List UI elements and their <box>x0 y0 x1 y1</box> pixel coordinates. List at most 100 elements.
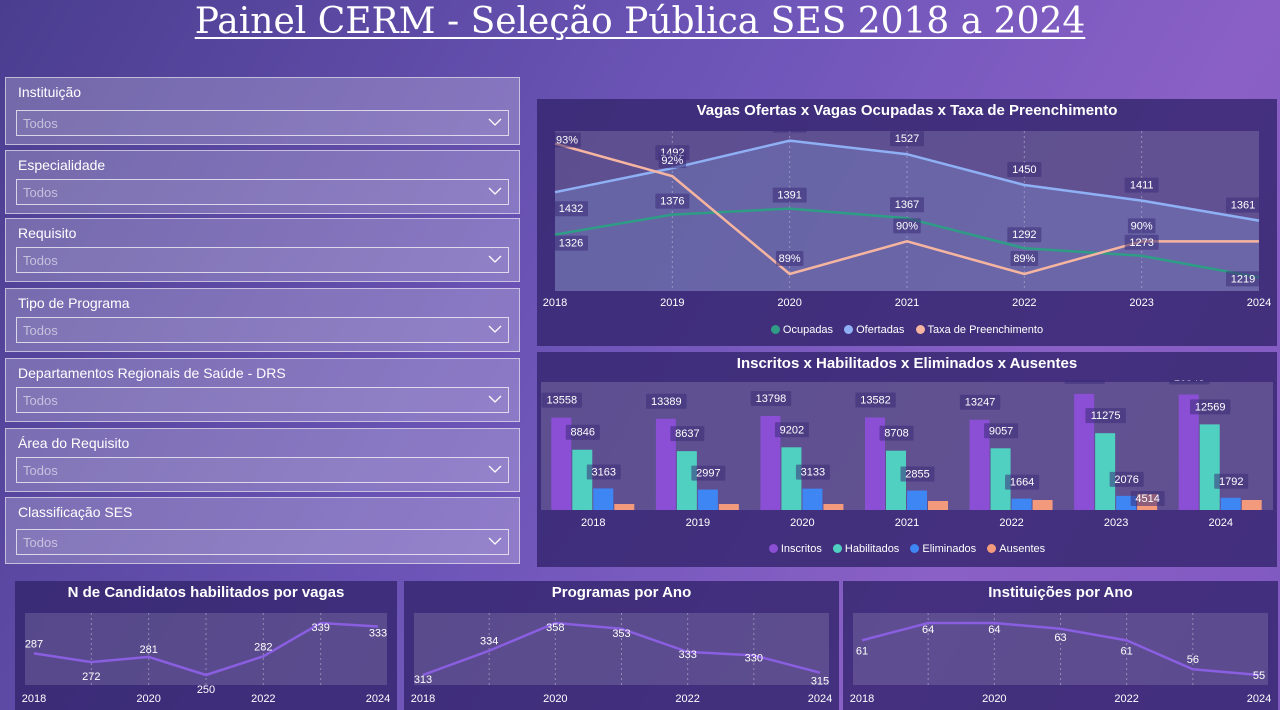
ofertadas-data-label: 1432 <box>559 203 583 215</box>
data-label: 333 <box>369 628 387 640</box>
eliminados-data-label-bg <box>691 465 726 481</box>
especialidade-dropdown[interactable]: Todos <box>16 179 509 205</box>
classificacao-ses-dropdown[interactable]: Todos <box>16 529 509 555</box>
requisito-dropdown[interactable]: Todos <box>16 247 509 273</box>
data-label: 287 <box>25 638 43 650</box>
habilitados-bar <box>886 450 906 510</box>
habilitados-data-label: 11275 <box>1091 410 1121 422</box>
x-tick-label: 2020 <box>982 693 1006 705</box>
inscritos-data-label: 13558 <box>546 395 577 407</box>
inscritos-data-label-bg <box>750 390 792 406</box>
eliminados-data-label: 2997 <box>696 468 720 480</box>
inscritos-data-label: 13247 <box>965 397 996 409</box>
legend-label: Taxa de Preenchimento <box>927 324 1044 336</box>
filter-drs: Departamentos Regionais de Saúde - DRS T… <box>5 358 520 422</box>
habilitados-data-label: 9202 <box>780 424 804 436</box>
eliminados-data-label: 2855 <box>905 469 929 481</box>
taxa-data-label: 90% <box>1131 220 1153 232</box>
instituicoes-chart-panel: Instituições por Ano 61 64 64 63 61 56 55 2018 2… <box>843 581 1278 710</box>
filter-label: Especialidade <box>18 157 106 173</box>
habilitados-data-label: 8637 <box>675 428 699 440</box>
ausentes-bar <box>1241 500 1262 510</box>
taxa-data-label-bg <box>658 153 687 169</box>
x-tick-label: 2021 <box>895 517 919 529</box>
candidatos-chart-panel: N de Candidatos habilitados por vagas 28… <box>15 581 397 710</box>
ofertadas-data-label-bg <box>1007 162 1042 177</box>
chart-title: Programas por Ano <box>551 584 692 601</box>
ofertadas-data-label: 1361 <box>1231 200 1255 212</box>
data-label: 64 <box>988 624 1000 636</box>
chart-title: N de Candidatos habilitados por vagas <box>67 584 345 601</box>
data-label: 334 <box>480 636 498 648</box>
legend-dot-icon <box>768 544 778 553</box>
legend-ocupadas[interactable]: Ocupadas <box>770 324 834 336</box>
x-tick-label: 2023 <box>1104 517 1128 529</box>
habilitados-data-label-bg <box>1189 399 1231 415</box>
legend-dot-icon <box>915 325 925 334</box>
habilitados-bar <box>1199 424 1220 510</box>
data-label: 250 <box>197 684 215 696</box>
ofertadas-data-label-bg <box>772 129 807 133</box>
dropdown-value: Todos <box>23 116 58 131</box>
ocupadas-data-label-bg <box>655 193 690 209</box>
ofertadas-data-label-bg <box>1226 197 1260 213</box>
tipo-programa-dropdown[interactable]: Todos <box>16 317 509 343</box>
legend-ofertadas[interactable]: Ofertadas <box>844 324 904 336</box>
legend-label: Ocupadas <box>782 324 834 336</box>
x-tick-label: 2023 <box>1129 297 1153 309</box>
legend-habilitados[interactable]: Habilitados <box>832 543 899 555</box>
drs-dropdown[interactable]: Todos <box>16 387 509 413</box>
ocupadas-data-label: 1376 <box>660 196 684 208</box>
inscritos-data-label-bg <box>1064 380 1105 384</box>
legend-dot-icon <box>910 544 920 553</box>
ocupadas-data-label: 1292 <box>1012 229 1036 241</box>
eliminados-bar <box>907 490 927 510</box>
ocupadas-line <box>554 207 1260 279</box>
chart-title: Vagas Ofertas x Vagas Ocupadas x Taxa de… <box>696 102 1118 119</box>
chevron-down-icon <box>488 395 502 403</box>
x-tick-label: 2022 <box>1012 297 1036 309</box>
legend-taxa[interactable]: Taxa de Preenchimento <box>915 324 1044 336</box>
data-label: 55 <box>1253 670 1265 682</box>
taxa-data-label: 90% <box>896 220 918 232</box>
inscritos-data-label-bg <box>541 392 583 408</box>
filter-tipo-programa: Tipo de Programa Todos <box>5 288 520 352</box>
x-tick-label: 2018 <box>543 297 567 309</box>
x-tick-label: 2018 <box>411 693 435 705</box>
ofertadas-data-label-bg <box>1124 177 1159 193</box>
eliminados-bar <box>593 488 614 510</box>
legend-eliminados[interactable]: Eliminados <box>910 543 976 555</box>
habilitados-bar <box>990 448 1011 510</box>
inscritos-bar <box>760 415 781 510</box>
dropdown-value: Todos <box>23 393 58 408</box>
habilitados-data-label-bg <box>879 425 914 441</box>
area-requisito-dropdown[interactable]: Todos <box>16 457 509 483</box>
eliminados-data-label-bg <box>900 466 935 482</box>
ocupadas-data-label: 1391 <box>777 190 801 202</box>
legend-inscritos[interactable]: Inscritos <box>768 543 822 555</box>
instituicao-dropdown[interactable]: Todos <box>16 110 509 136</box>
eliminados-data-label-bg <box>586 464 621 480</box>
programas-chart-panel: Programas por Ano 313 334 358 353 333 330 315 2… <box>404 581 839 710</box>
inscritos-bar <box>969 419 990 510</box>
ocupadas-data-label-bg <box>772 187 807 203</box>
legend-ausentes[interactable]: Ausentes <box>987 543 1045 555</box>
taxa-data-label: 92% <box>661 155 683 167</box>
data-label: 61 <box>856 645 868 657</box>
eliminados-data-label-bg <box>1005 474 1040 490</box>
ocupadas-data-label-bg <box>1007 227 1042 243</box>
chart-legend: Inscritos Habilitados Eliminados Ausente… <box>537 543 1277 555</box>
ocupadas-data-label-bg <box>890 197 924 213</box>
filter-especialidade: Especialidade Todos <box>5 150 520 214</box>
data-label: 63 <box>1054 632 1066 644</box>
ausentes-bar <box>1032 500 1053 510</box>
eliminados-data-label: 3133 <box>801 467 825 479</box>
eliminados-data-label-bg <box>1109 471 1144 487</box>
ausentes-data-label: 4514 <box>1135 493 1159 505</box>
filter-label: Tipo de Programa <box>18 295 130 311</box>
chart-legend: Ocupadas Ofertadas Taxa de Preenchimento <box>537 324 1277 336</box>
x-tick-label: 2018 <box>22 693 46 705</box>
ofertadas-data-label-bg <box>890 131 924 147</box>
chevron-down-icon <box>488 537 502 545</box>
legend-dot-icon <box>844 325 854 334</box>
